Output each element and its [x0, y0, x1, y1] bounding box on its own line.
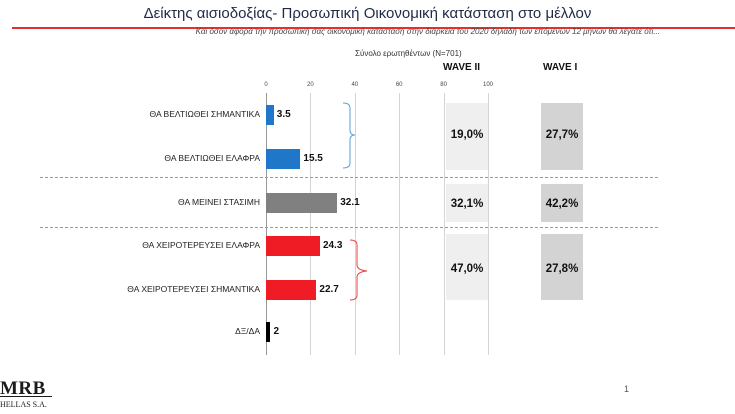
wave2-column-2: [446, 184, 488, 222]
tick-label-0: 0: [264, 82, 268, 88]
wave1-header: WAVE I: [543, 62, 578, 73]
bar-value-label: 22.7: [319, 284, 339, 295]
wave2-value: 32,1%: [450, 198, 484, 210]
gridline-80: [443, 93, 445, 355]
group-divider-1: [40, 177, 658, 178]
category-label: ΘΑ ΒΕΛΤΙΩΘΕΙ ΕΛΑΦΡΑ: [164, 153, 260, 163]
gridline-40: [354, 93, 356, 355]
gridline-100: [488, 93, 489, 355]
sample-size-label: Σύνολο ερωτηθέντων (Ν=701): [355, 49, 462, 58]
bar: [266, 280, 317, 300]
page-title: Δείκτης αισιοδοξίας- Προσωπική Οικονομικ…: [143, 5, 592, 22]
category-label: ΘΑ ΧΕΙΡΟΤΕΡΕΥΣΕΙ ΕΛΑΦΡΑ: [142, 240, 260, 250]
category-label: ΘΑ ΒΕΛΤΙΩΘΕΙ ΣΗΜΑΝΤΙΚΑ: [149, 109, 261, 119]
gridline-60: [399, 93, 401, 355]
bar: [266, 149, 301, 169]
wave1-column-1: [541, 103, 583, 170]
brace-worsen: [349, 239, 368, 301]
y-axis-line: [266, 93, 267, 355]
logo-rule: [0, 396, 52, 397]
logo-main-text: MRB: [0, 378, 46, 399]
wave1-value: 27,7%: [545, 129, 579, 141]
wave2-column-3: [446, 234, 488, 300]
wave1-column-3: [541, 234, 583, 300]
bar-value-label: 24.3: [322, 240, 343, 251]
bar: [266, 322, 271, 342]
bar-value-label: 2: [273, 326, 279, 337]
tick-label-100: 100: [482, 82, 494, 88]
title-divider: [12, 27, 735, 29]
wave1-value: 42,2%: [545, 198, 579, 210]
wave2-value: 47,0%: [450, 263, 484, 275]
wave2-column-1: [446, 103, 488, 170]
group-divider-2: [40, 227, 658, 228]
brace-improve: [342, 102, 356, 169]
bar-value-label: 15.5: [303, 153, 323, 164]
bar: [266, 193, 338, 213]
bar: [266, 105, 274, 125]
wave2-value: 19,0%: [450, 129, 484, 141]
page-number: 1: [624, 384, 630, 394]
tick-label-80: 80: [440, 82, 447, 88]
bar-value-label: 32.1: [340, 197, 360, 208]
logo-sub-text: HELLAS S.A.: [0, 400, 47, 409]
category-label: ΔΞ/ΔΑ: [235, 326, 260, 336]
wave1-value: 27,8%: [545, 263, 579, 275]
tick-label-60: 60: [395, 82, 403, 88]
mrb-logo: MRB HELLAS S.A.: [0, 378, 52, 414]
wave2-header: WAVE II: [443, 62, 481, 73]
bar: [266, 236, 320, 256]
tick-label-20: 20: [307, 82, 314, 88]
gridline-20: [310, 93, 312, 355]
category-label: ΘΑ ΜΕΙΝΕΙ ΣΤΑΣΙΜΗ: [178, 197, 260, 207]
tick-label-40: 40: [351, 82, 359, 88]
question-subtitle: Και όσον αφορά την προσωπική σας οικονομ…: [195, 27, 660, 36]
category-label: ΘΑ ΧΕΙΡΟΤΕΡΕΥΣΕΙ ΣΗΜΑΝΤΙΚΑ: [127, 284, 260, 294]
bar-value-label: 3.5: [276, 109, 291, 120]
wave1-column-2: [541, 184, 583, 222]
